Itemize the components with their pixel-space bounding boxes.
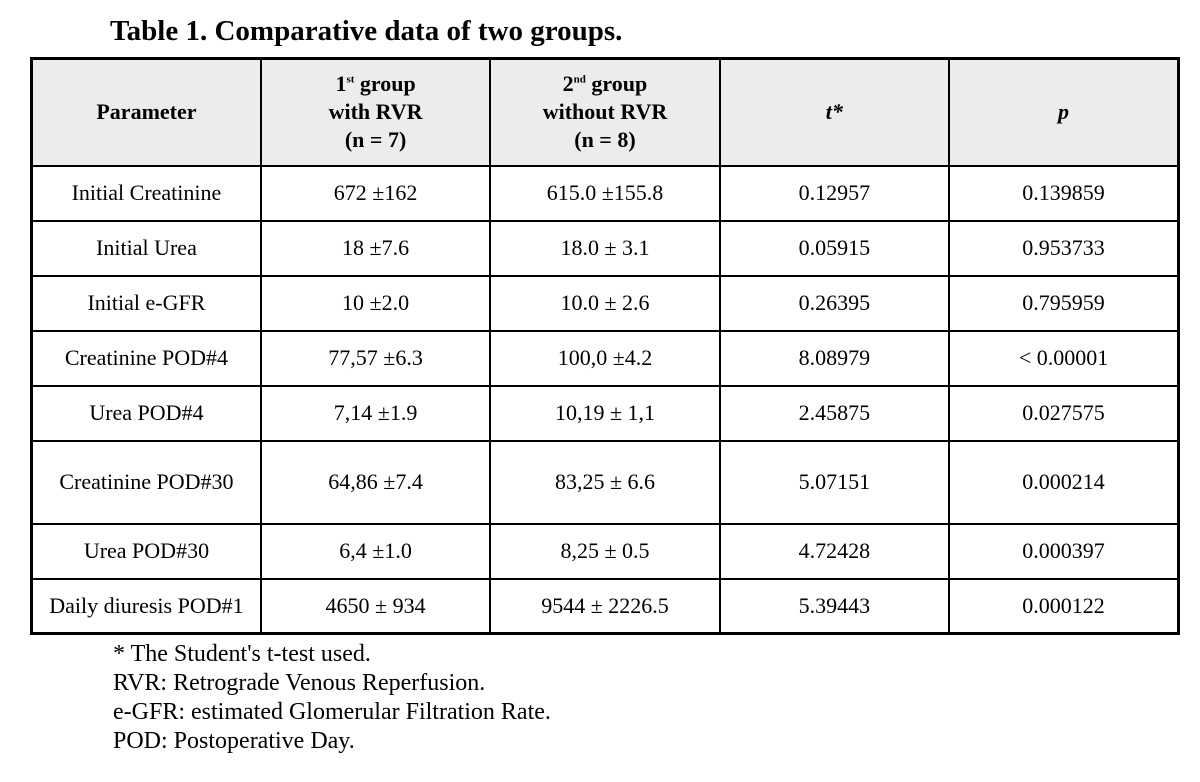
group2-title-line: 2nd group xyxy=(562,71,648,97)
table-row: Initial e-GFR 10 ±2.0 10.0 ± 2.6 0.26395… xyxy=(30,274,1180,332)
group1-title-line: 1st group xyxy=(335,71,416,97)
cell-t-value: 8.08979 xyxy=(718,329,951,387)
table-row: Creatinine POD#30 64,86 ±7.4 83,25 ± 6.6… xyxy=(30,439,1180,525)
cell-group2-value: 18.0 ± 3.1 xyxy=(489,219,721,277)
table-row: Urea POD#30 6,4 ±1.0 8,25 ± 0.5 4.72428 … xyxy=(30,522,1180,580)
table-row: Daily diuresis POD#1 4650 ± 934 9544 ± 2… xyxy=(30,577,1180,635)
cell-group2-value: 83,25 ± 6.6 xyxy=(489,439,721,525)
cell-t-value: 0.05915 xyxy=(718,219,951,277)
comparative-data-table: Parameter 1st group with RVR (n = 7) 2nd… xyxy=(30,57,1180,635)
cell-t-value: 0.26395 xyxy=(718,274,951,332)
cell-group1-value: 77,57 ±6.3 xyxy=(259,329,492,387)
cell-group1-value: 6,4 ±1.0 xyxy=(259,522,492,580)
table-title: Table 1. Comparative data of two groups. xyxy=(110,15,623,47)
footnote-pod: POD: Postoperative Day. xyxy=(113,728,355,754)
footnote-rvr: RVR: Retrograde Venous Reperfusion. xyxy=(113,670,486,696)
cell-p-value: 0.139859 xyxy=(948,164,1180,222)
cell-group1-value: 672 ±162 xyxy=(259,164,492,222)
cell-p-value: 0.000122 xyxy=(948,577,1180,635)
col-header-parameter: Parameter xyxy=(30,57,262,167)
cell-p-value: 0.027575 xyxy=(948,384,1180,442)
cell-t-value: 5.39443 xyxy=(718,577,951,635)
cell-p-value: 0.000397 xyxy=(948,522,1180,580)
table-row: Creatinine POD#4 77,57 ±6.3 100,0 ±4.2 8… xyxy=(30,329,1180,387)
cell-p-value: < 0.00001 xyxy=(948,329,1180,387)
cell-group2-value: 10,19 ± 1,1 xyxy=(489,384,721,442)
cell-parameter: Initial e-GFR xyxy=(30,274,262,332)
cell-parameter: Urea POD#4 xyxy=(30,384,262,442)
cell-group2-value: 100,0 ±4.2 xyxy=(489,329,721,387)
table-header-row: Parameter 1st group with RVR (n = 7) 2nd… xyxy=(30,57,1180,167)
cell-parameter: Creatinine POD#30 xyxy=(30,439,262,525)
cell-p-value: 0.953733 xyxy=(948,219,1180,277)
table-footnotes: * The Student's t-test used. RVR: Retrog… xyxy=(113,640,1200,756)
table-row: Initial Creatinine 672 ±162 615.0 ±155.8… xyxy=(30,164,1180,222)
cell-group2-value: 615.0 ±155.8 xyxy=(489,164,721,222)
table-row: Initial Urea 18 ±7.6 18.0 ± 3.1 0.05915 … xyxy=(30,219,1180,277)
cell-t-value: 2.45875 xyxy=(718,384,951,442)
cell-p-value: 0.795959 xyxy=(948,274,1180,332)
cell-group2-value: 10.0 ± 2.6 xyxy=(489,274,721,332)
group1-ordinal-superscript: st xyxy=(346,73,355,86)
cell-group2-value: 9544 ± 2226.5 xyxy=(489,577,721,635)
cell-parameter: Urea POD#30 xyxy=(30,522,262,580)
cell-t-value: 5.07151 xyxy=(718,439,951,525)
cell-parameter: Daily diuresis POD#1 xyxy=(30,577,262,635)
cell-group1-value: 7,14 ±1.9 xyxy=(259,384,492,442)
group1-sample-size: (n = 7) xyxy=(344,127,407,153)
cell-group1-value: 18 ±7.6 xyxy=(259,219,492,277)
group2-sample-size: (n = 8) xyxy=(574,127,636,153)
table-row: Urea POD#4 7,14 ±1.9 10,19 ± 1,1 2.45875… xyxy=(30,384,1180,442)
cell-group2-value: 8,25 ± 0.5 xyxy=(489,522,721,580)
cell-parameter: Initial Urea xyxy=(30,219,262,277)
cell-group1-value: 64,86 ±7.4 xyxy=(259,439,492,525)
col-header-p-value: p xyxy=(948,57,1180,167)
cell-group1-value: 10 ±2.0 xyxy=(259,274,492,332)
cell-t-value: 0.12957 xyxy=(718,164,951,222)
cell-group1-value: 4650 ± 934 xyxy=(259,577,492,635)
cell-parameter: Creatinine POD#4 xyxy=(30,329,262,387)
group1-subtitle-line: with RVR xyxy=(328,99,423,125)
cell-parameter: Initial Creatinine xyxy=(30,164,262,222)
group2-ordinal-superscript: nd xyxy=(573,73,586,86)
cell-p-value: 0.000214 xyxy=(948,439,1180,525)
col-header-group1: 1st group with RVR (n = 7) xyxy=(259,57,492,167)
col-header-t-statistic: t* xyxy=(718,57,951,167)
col-header-group2: 2nd group without RVR (n = 8) xyxy=(489,57,721,167)
footnote-ttest: * The Student's t-test used. xyxy=(113,641,371,667)
cell-t-value: 4.72428 xyxy=(718,522,951,580)
footnote-egfr: e-GFR: estimated Glomerular Filtration R… xyxy=(113,699,551,725)
group2-subtitle-line: without RVR xyxy=(542,99,668,125)
